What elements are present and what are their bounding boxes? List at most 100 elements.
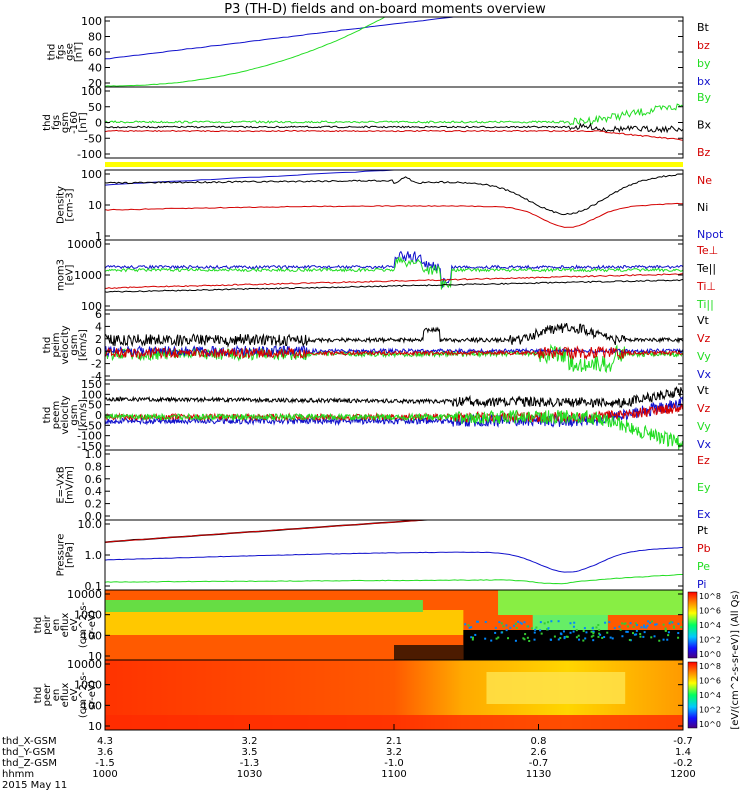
series-Pi [105,546,683,573]
x-axis-row-label: thd_X-GSM [2,736,57,747]
spectrogram-pixel [650,636,653,639]
spectrogram-pixel [539,629,542,632]
spectrogram-pixel [553,635,556,638]
x-tick-label: 1030 [237,769,262,780]
spectrogram-pixel [517,620,520,623]
spectrogram-pixel [494,626,497,629]
series-Vt [105,322,683,348]
panel-plot-area [105,385,683,450]
spectrogram-pixel [577,634,580,637]
y-axis-label: gsm [69,334,80,355]
spectrogram-pixel [575,629,578,632]
spectrogram-pixel [669,620,672,623]
y-tick-label: 0.2 [85,498,103,511]
spectrogram-pixel [635,629,638,632]
y-axis-label: en [51,619,62,632]
y-axis-label: peir [42,614,53,634]
spectrogram-pixel [464,623,467,626]
y-axis-label: fgs [51,115,62,130]
x-axis-row-label: thd_Z-GSM [2,758,57,769]
spectrogram-pixel [514,622,517,625]
y-axis-label: [eV] [65,265,76,286]
spectrogram-pixel [502,625,505,628]
y-tick-label: 0.1 [85,580,103,593]
spectrogram-pixel [666,638,669,641]
spectrogram-pixel [651,620,654,623]
spectrogram-pixel [592,639,595,642]
series-Te-perp [105,273,683,289]
series-Vy [105,343,683,374]
spectrogram-pixel [578,638,581,641]
spectrogram-pixel [626,630,629,633]
panel-density: 100 10 1 Density[cm-3] Ne Ni Npot [56,168,724,243]
spectrogram-pixel [509,626,512,629]
spectrogram-pixel [547,627,550,630]
legend-vt: Vt [697,314,710,327]
spectrogram-pixel [468,626,471,629]
spectrogram-pixel [582,630,585,633]
panel-frame [104,449,684,521]
y-axis-label: [mV/m] [65,466,76,504]
series-Bx [105,122,683,134]
spectrogram-pixel [533,638,536,641]
panel-plot-area [105,590,683,660]
spectrogram-pixel [550,620,553,623]
series-Ti-perp [105,250,683,289]
series-Vt [105,385,683,409]
colorbar-label: [eV/(cm^2-s-sr-eV)] (All Qs) [730,590,741,729]
spectrogram-no-flux [394,645,464,660]
spectrogram-pixel [523,621,526,624]
spectrogram-pixel [639,633,642,636]
y-axis-label: [nT] [74,42,85,62]
spectrogram-pixel [629,622,632,625]
y-tick-label: -100 [77,148,102,161]
spectrogram-pixel [621,622,624,625]
y-axis-label: Pressure [56,534,67,577]
spectrogram-pixel [654,623,657,626]
x-tick-label: 1000 [92,769,117,780]
series-Vx [105,344,683,358]
spectrogram-pixel [500,631,503,634]
spectrogram-pixel [592,634,595,637]
legend-bz: bz [697,39,710,52]
x-tick-label: 1.4 [675,747,691,758]
y-axis-label: peem [51,401,62,429]
spectrogram-pixel [490,639,493,642]
spectrogram-pixel [526,625,529,628]
y-axis-label: Density [56,186,67,224]
y-axis-label: velocity [60,325,71,364]
x-tick-label: 1200 [670,769,695,780]
x-tick-label: -0.2 [673,758,693,769]
spectrogram-pixel [618,625,621,628]
x-tick-label: 3.5 [242,747,258,758]
x-tick-label: 0.8 [531,736,547,747]
spectrogram-pixel [621,635,624,638]
spectrogram-pixel [477,620,480,623]
y-tick-label: 1.0 [85,448,103,461]
legend-pe: Pe [697,560,710,573]
y-tick-label: 1000 [74,609,102,622]
legend-vy: Vy [697,350,711,363]
spectrogram-pixel [623,622,626,625]
spectrogram-pixel [524,633,527,636]
x-tick-label: -1.5 [95,758,115,769]
spectrogram-pixel [597,635,600,638]
spectrogram-pixel [628,638,631,641]
y-axis-label: thd [42,114,53,131]
y-tick-label: -2 [91,358,102,371]
spectrogram-pixel [625,630,628,633]
spectrogram-pixel [569,622,572,625]
y-axis-label: thd [33,687,44,704]
spectrogram-pixel [619,628,622,631]
colorbar-tick-label: 10^4 [699,691,721,700]
spectrogram-pixel [609,636,612,639]
legend-pb: Pb [697,542,711,555]
y-axis-label: (cm^2-s- [78,671,89,718]
spectrogram-pixel [474,633,477,636]
y-tick-label: 0 [95,117,102,130]
series-Pb [105,520,431,543]
spectrogram-pixel [470,626,473,629]
spectrogram-pixel [677,622,680,625]
series-Pe [105,574,683,585]
y-tick-label: 10000 [67,588,102,601]
